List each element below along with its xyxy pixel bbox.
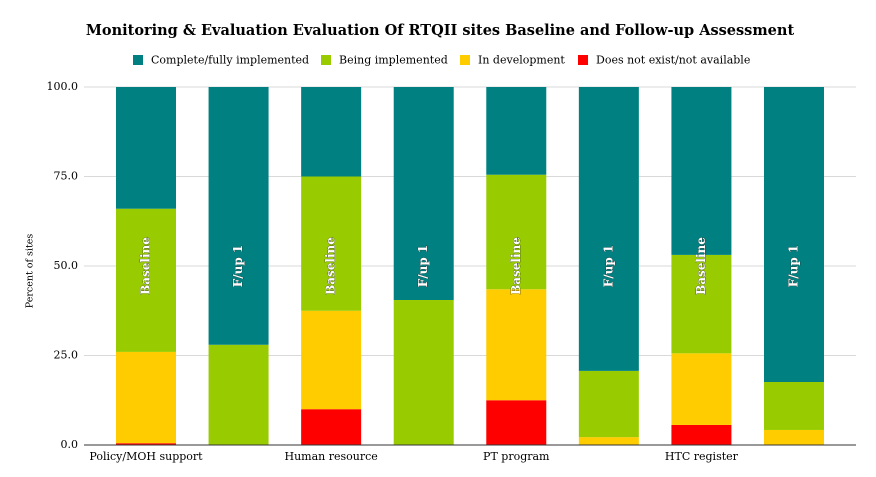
bar-segment <box>393 300 454 445</box>
bar-segment <box>393 87 454 301</box>
bar-segment <box>671 254 732 354</box>
bar-segment <box>486 174 547 290</box>
y-tick-label: 25.0 <box>54 349 79 362</box>
bar-segment <box>486 400 547 445</box>
y-tick-label: 75.0 <box>54 170 79 183</box>
bar-segment <box>763 87 824 382</box>
x-tick-label: Policy/MOH support <box>89 450 203 463</box>
bar-segment <box>671 87 732 255</box>
bar-segment <box>301 310 362 410</box>
bar-segment <box>116 87 176 209</box>
bar-label: Baseline <box>324 237 338 295</box>
legend-swatch <box>321 55 331 65</box>
bar-segment <box>208 87 269 345</box>
legend-swatch <box>460 55 470 65</box>
legend-label: Complete/fully implemented <box>151 54 309 67</box>
bar-segment <box>301 176 362 311</box>
legend-swatch <box>578 55 588 65</box>
bar-segment <box>486 87 547 175</box>
bar-segment <box>301 409 362 445</box>
bar-label: Baseline <box>139 237 153 295</box>
y-axis-label: Percent of sites <box>25 234 36 309</box>
x-tick-label: Human resource <box>284 450 377 463</box>
bar-segment <box>486 289 547 401</box>
x-tick-label: PT program <box>483 450 550 463</box>
y-tick-label: 100.0 <box>47 80 79 93</box>
bar-segment <box>208 344 269 445</box>
y-tick-label: 50.0 <box>54 259 79 272</box>
bar-label: F/up 1 <box>231 245 245 288</box>
bar-segment <box>116 443 176 445</box>
bar-label: Baseline <box>694 237 708 295</box>
bar-segment <box>578 370 639 438</box>
bar-segment <box>116 208 176 352</box>
legend-label: Does not exist/not available <box>596 54 750 67</box>
legend-label: Being implemented <box>339 54 448 67</box>
bar-label: Baseline <box>509 237 523 295</box>
y-tick-label: 0.0 <box>61 438 79 451</box>
x-tick-label: HTC register <box>665 450 739 463</box>
chart-title: Monitoring & Evaluation Evaluation Of RT… <box>86 22 795 39</box>
bar-label: F/up 1 <box>416 245 430 288</box>
bar-segment <box>301 87 362 177</box>
bar-segment <box>116 351 176 444</box>
bar-segment <box>578 437 639 445</box>
bar-segment <box>763 429 824 445</box>
bar-label: F/up 1 <box>601 245 615 288</box>
legend-swatch <box>133 55 143 65</box>
legend-label: In development <box>478 54 565 67</box>
bar-segment <box>578 87 639 371</box>
bar-segment <box>763 381 824 430</box>
bar-label: F/up 1 <box>786 245 800 288</box>
bar-segment <box>671 424 732 445</box>
bar-segment <box>671 353 732 425</box>
